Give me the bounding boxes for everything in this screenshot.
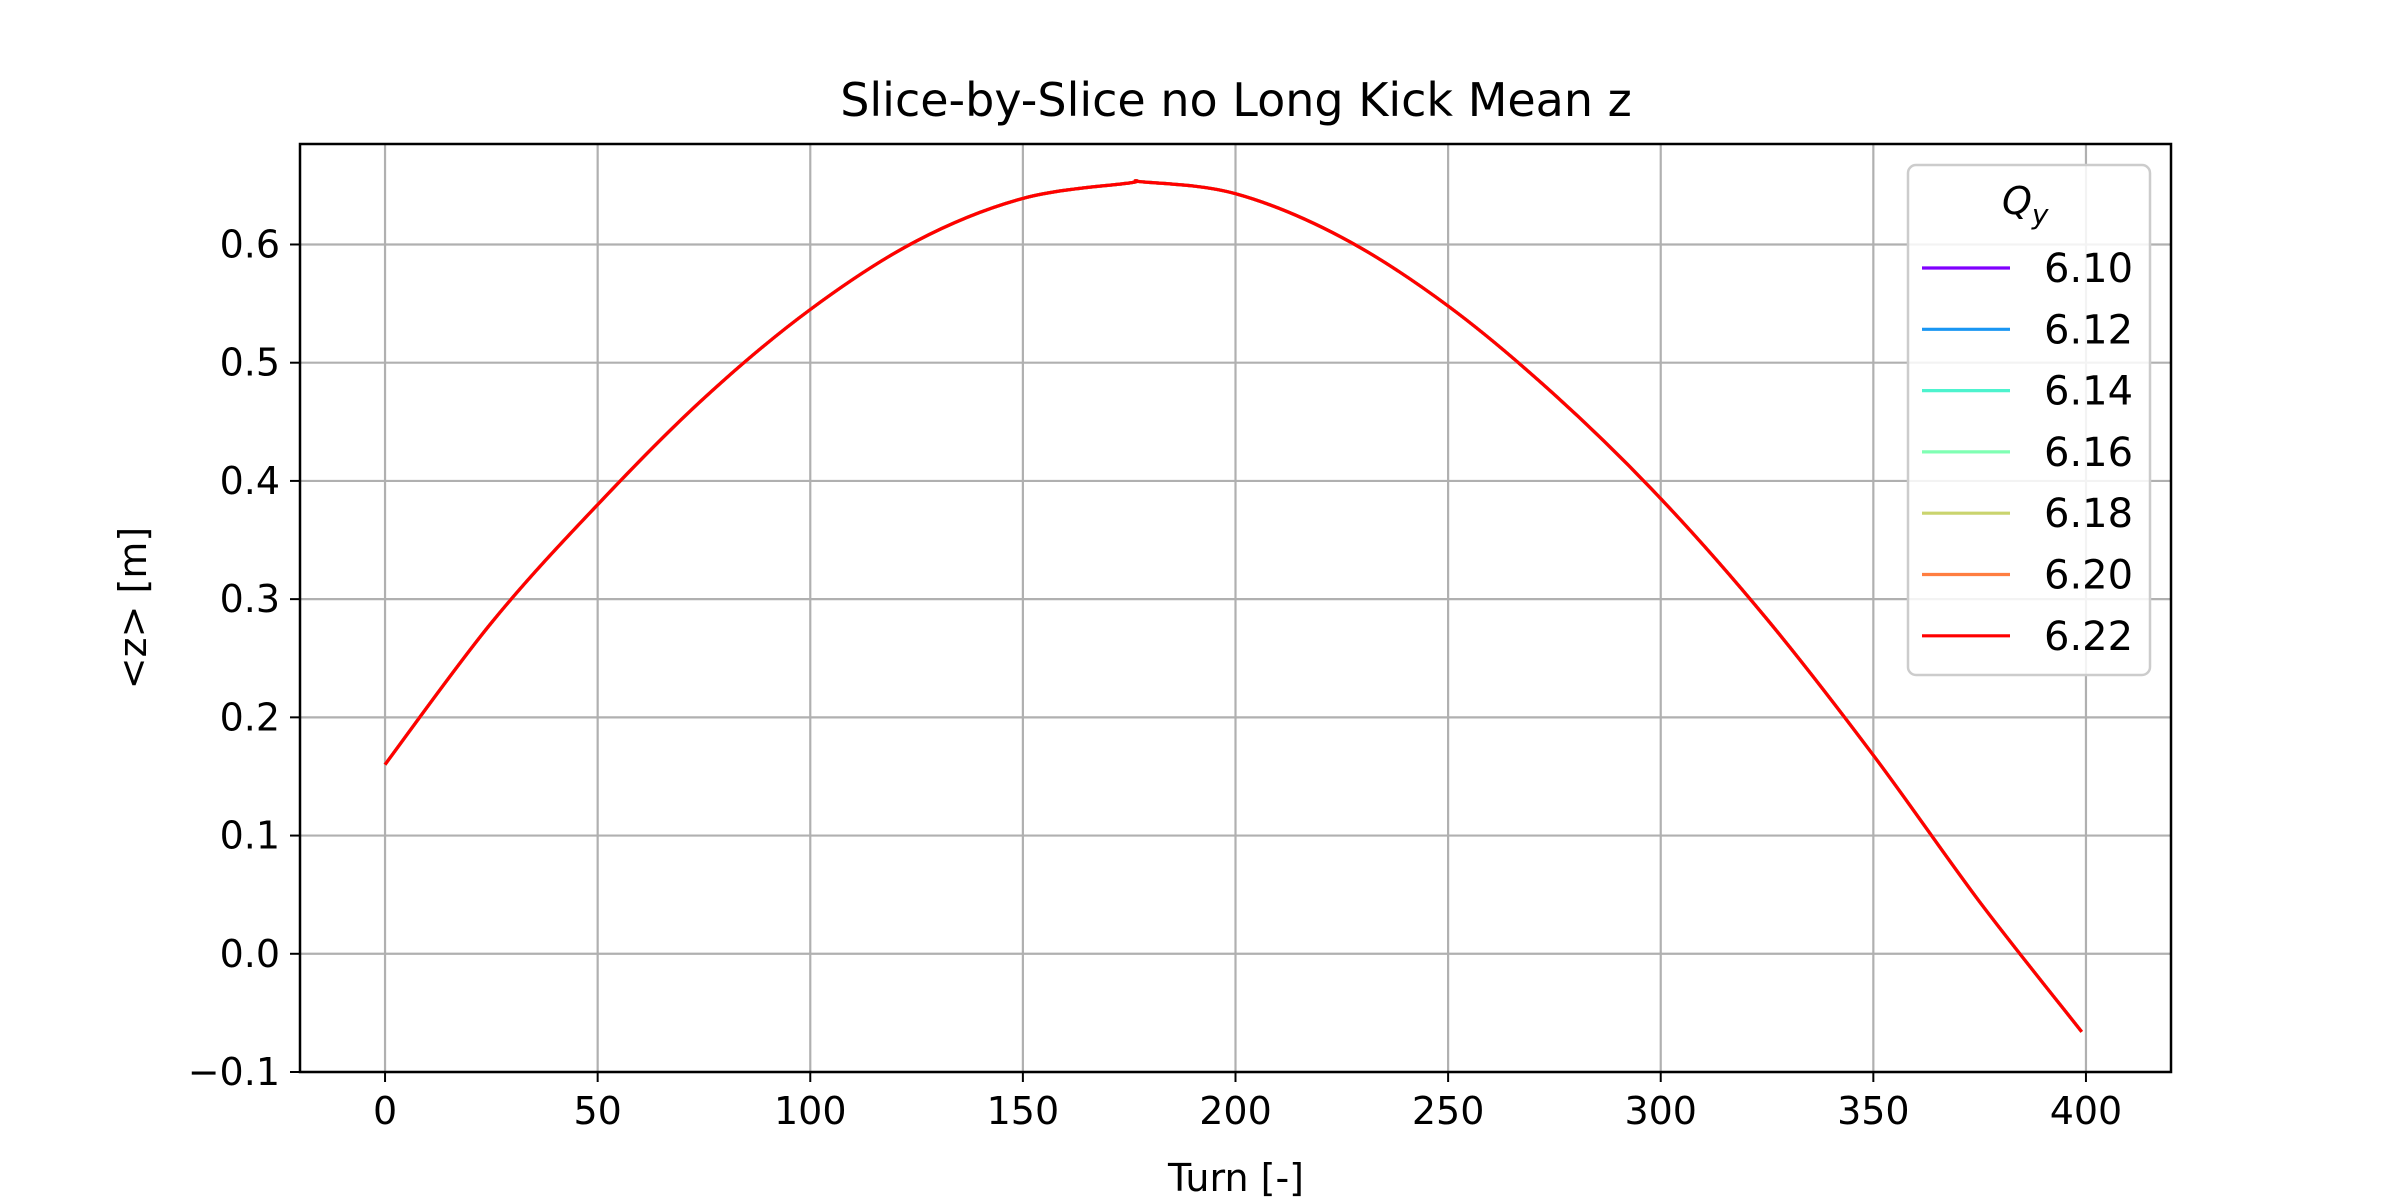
y-tick-label: 0.4 [220, 459, 280, 503]
legend-title: Qy [2002, 179, 2049, 231]
y-axis-title: <z> [m] [111, 527, 155, 689]
y-tick-label: 0.0 [220, 932, 280, 976]
legend-label: 6.22 [2044, 614, 2133, 660]
y-tick-label: 0.3 [220, 577, 280, 621]
y-tick-label: 0.5 [220, 341, 280, 385]
x-axis: 0 50 100 150 200 250 300 350 400 [373, 1072, 2122, 1133]
x-tick-label: 250 [1412, 1089, 1485, 1133]
x-tick-label: 100 [774, 1089, 847, 1133]
x-tick-label: 200 [1199, 1089, 1272, 1133]
legend-label: 6.18 [2044, 491, 2133, 537]
legend-label: 6.10 [2044, 246, 2133, 292]
y-tick-label: −0.1 [188, 1050, 280, 1094]
x-tick-label: 300 [1624, 1089, 1697, 1133]
legend-label: 6.20 [2044, 553, 2133, 599]
legend-label: 6.16 [2044, 430, 2133, 476]
series-lines [383, 179, 2083, 1033]
x-axis-title: Turn [-] [1167, 1156, 1304, 1200]
series-line-6-22 [383, 179, 2083, 1033]
y-axis: −0.1 0.0 0.1 0.2 0.3 0.4 0.5 0.6 [188, 222, 300, 1094]
y-tick-label: 0.2 [220, 695, 280, 739]
y-tick-label: 0.6 [220, 222, 280, 266]
legend-title-sub: y [2031, 198, 2049, 231]
x-tick-label: 0 [373, 1089, 397, 1133]
chart-title: Slice-by-Slice no Long Kick Mean z [840, 73, 1632, 127]
y-tick-label: 0.1 [220, 814, 280, 858]
legend-label: 6.12 [2044, 307, 2133, 353]
x-tick-label: 350 [1837, 1089, 1910, 1133]
legend-items: 6.10 6.12 6.14 6.16 6.18 6.20 6.22 [1922, 246, 2133, 660]
x-tick-label: 50 [573, 1089, 621, 1133]
x-tick-label: 150 [987, 1089, 1060, 1133]
legend-label: 6.14 [2044, 369, 2133, 415]
x-tick-label: 400 [2050, 1089, 2123, 1133]
legend-title-main: Q [2002, 179, 2032, 223]
legend-frame [1906, 163, 2152, 677]
legend: Qy 6.10 6.12 6.14 6.16 6.18 6.20 6.22 [1906, 163, 2152, 677]
